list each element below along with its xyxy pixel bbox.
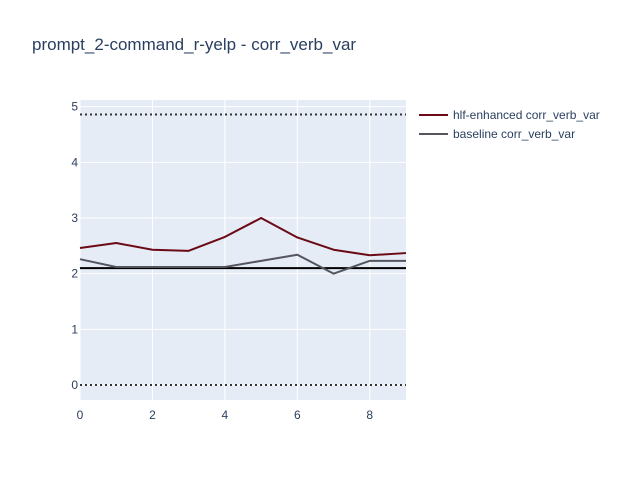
y-tick-label: 5 [71, 100, 78, 114]
x-tick-label: 8 [366, 408, 373, 422]
y-axis-ticks: 0 1 2 3 4 5 [71, 100, 78, 392]
x-axis-ticks: 0 2 4 6 8 [77, 408, 374, 422]
series-line-baseline [79, 253, 406, 275]
series-line-hlf-enhanced [79, 216, 407, 257]
y-tick-label: 1 [71, 322, 78, 336]
legend-label: hlf-enhanced corr_verb_var [453, 108, 600, 122]
series-lines [79, 216, 407, 275]
y-tick-label: 2 [71, 267, 78, 281]
x-tick-label: 4 [222, 408, 229, 422]
legend[interactable]: hlf-enhanced corr_verb_var baseline corr_… [419, 108, 600, 141]
gridlines [79, 100, 406, 400]
chart-title: prompt_2-command_r-yelp - corr_verb_var [32, 35, 356, 54]
plot-background [80, 100, 406, 400]
y-tick-label: 3 [71, 211, 78, 225]
y-tick-label: 4 [71, 155, 78, 169]
legend-label: baseline corr_verb_var [453, 127, 575, 141]
x-tick-label: 6 [294, 408, 301, 422]
x-tick-label: 2 [149, 408, 156, 422]
x-tick-label: 0 [77, 408, 84, 422]
y-tick-label: 0 [71, 378, 78, 392]
